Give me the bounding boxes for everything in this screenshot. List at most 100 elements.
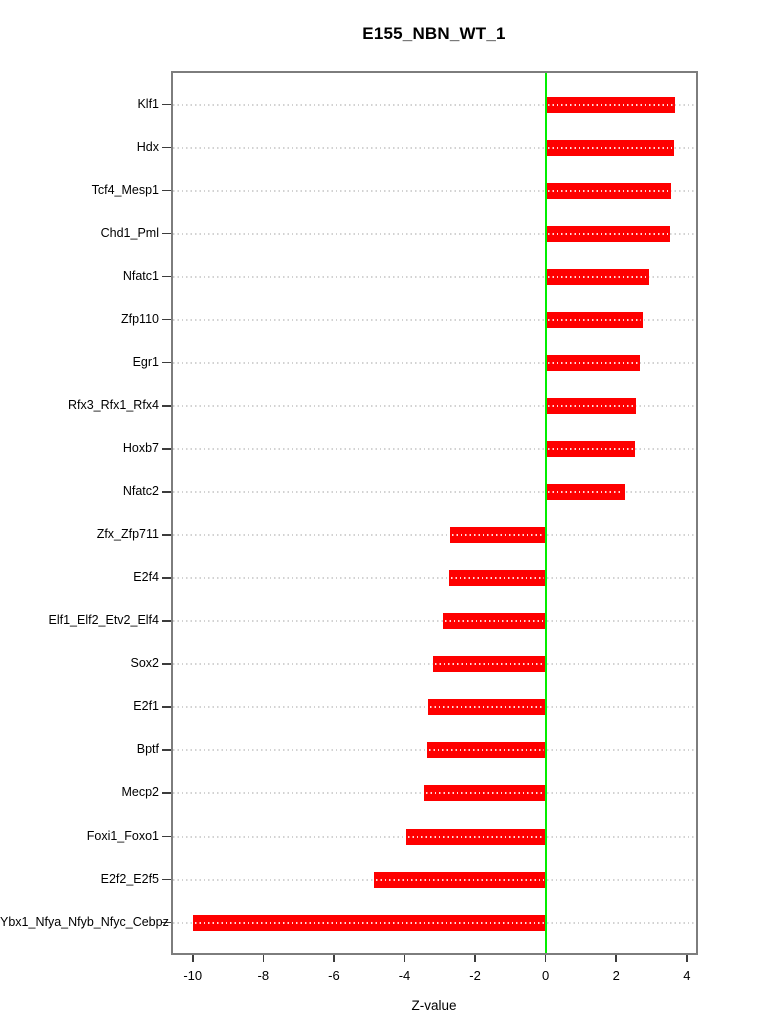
y-axis-label: Ybx1_Nfya_Nfyb_Nfyc_Cebpz [0, 914, 169, 929]
row-gridline [173, 620, 696, 623]
y-axis-label: Chd1_Pml [100, 225, 159, 240]
chart-title: E155_NBN_WT_1 [362, 24, 506, 43]
row-gridline [173, 275, 696, 278]
bar [428, 699, 546, 716]
bar-gridline [434, 663, 544, 666]
bar-gridline [547, 146, 672, 149]
y-axis-tick [162, 921, 171, 924]
row-gridline [173, 103, 696, 106]
y-axis-label: Zfp110 [121, 311, 159, 326]
bar [424, 785, 546, 802]
x-axis-tick-label: 0 [542, 968, 550, 983]
y-axis-label: Nfatc2 [122, 484, 159, 499]
bar-gridline [547, 447, 633, 450]
y-axis-tick [162, 232, 171, 235]
y-axis-label: Zfx_Zfp711 [96, 527, 159, 542]
y-axis-label: Tcf4_Mesp1 [91, 182, 159, 197]
bar [449, 527, 546, 544]
y-axis-tick [162, 491, 171, 493]
x-axis-tick [615, 955, 618, 962]
bar-gridline [429, 749, 544, 752]
x-axis-tick [191, 955, 194, 962]
bar-gridline [407, 835, 544, 838]
x-axis-tick-label: -8 [257, 968, 270, 983]
y-axis-label: Klf1 [137, 96, 159, 111]
bar-gridline [547, 275, 647, 278]
bar [545, 96, 676, 113]
bar [545, 440, 635, 457]
row-gridline [173, 361, 696, 364]
x-axis-tick-label: -2 [469, 968, 481, 983]
y-axis-label: Elf1_Elf2_Etv2_Elf4 [48, 613, 160, 628]
x-axis-title: Z-value [411, 998, 457, 1013]
y-axis-label: E2f2_E2f5 [100, 871, 159, 886]
bar-gridline [547, 103, 674, 106]
y-axis-tick [162, 534, 171, 536]
bar [545, 225, 671, 242]
bar-gridline [426, 792, 544, 795]
y-axis-tick [162, 749, 171, 751]
y-axis-tick [162, 447, 171, 450]
y-axis-tick [162, 706, 171, 708]
bar-gridline [547, 318, 642, 321]
row-gridline [173, 318, 696, 321]
y-axis-tick [162, 103, 171, 106]
row-gridline [173, 404, 696, 407]
bar-gridline [547, 491, 624, 494]
bar-gridline [194, 921, 544, 924]
y-axis-tick [162, 404, 171, 407]
x-axis-tick [403, 955, 406, 962]
y-axis-tick [162, 620, 171, 622]
x-axis-tick [333, 955, 335, 962]
y-axis-tick [162, 318, 171, 321]
y-axis-tick [162, 792, 171, 795]
bar [545, 397, 636, 414]
row-gridline [173, 447, 696, 450]
y-axis-tick [162, 275, 171, 278]
row-gridline [173, 534, 696, 537]
bar-gridline [451, 534, 544, 537]
x-axis-tick [686, 955, 688, 962]
bar [545, 182, 671, 199]
y-axis-label: Rfx3_Rfx1_Rfx4 [67, 397, 159, 412]
row-gridline [173, 577, 696, 580]
bar-gridline [547, 189, 669, 192]
y-axis-label: Bptf [136, 742, 159, 757]
y-axis-tick [162, 835, 171, 838]
y-axis-tick [162, 146, 171, 149]
bar [545, 311, 644, 328]
y-axis-label: Hoxb7 [122, 440, 159, 455]
bar [405, 828, 546, 845]
y-axis-tick [162, 189, 171, 192]
bar [545, 354, 640, 371]
bar [545, 484, 626, 501]
y-axis-label: Sox2 [130, 656, 160, 671]
x-axis-tick [474, 955, 476, 962]
bar [192, 914, 546, 931]
zero-reference-line [544, 73, 547, 953]
plot-area [171, 71, 698, 955]
x-axis-tick [544, 955, 547, 962]
y-axis-tick [162, 361, 171, 364]
bar [545, 139, 674, 156]
y-axis-label: E2f4 [133, 570, 159, 585]
row-gridline [173, 189, 696, 192]
y-axis-tick [162, 878, 171, 881]
y-axis-tick [162, 663, 171, 665]
y-axis-label: Hdx [136, 139, 159, 154]
row-gridline [173, 232, 696, 235]
x-axis-tick-label: -10 [183, 968, 203, 983]
row-gridline [173, 146, 696, 149]
bar [448, 570, 546, 587]
bar [432, 656, 546, 673]
bar-gridline [444, 620, 544, 623]
x-axis-tick [262, 955, 265, 962]
row-gridline [173, 491, 696, 494]
y-axis-tick [162, 577, 171, 579]
bar-gridline [547, 361, 638, 364]
bar [442, 613, 546, 630]
y-axis-label: Mecp2 [121, 785, 159, 800]
y-axis-label: Egr1 [132, 354, 159, 369]
bar-gridline [547, 404, 634, 407]
bar-gridline [547, 232, 669, 235]
